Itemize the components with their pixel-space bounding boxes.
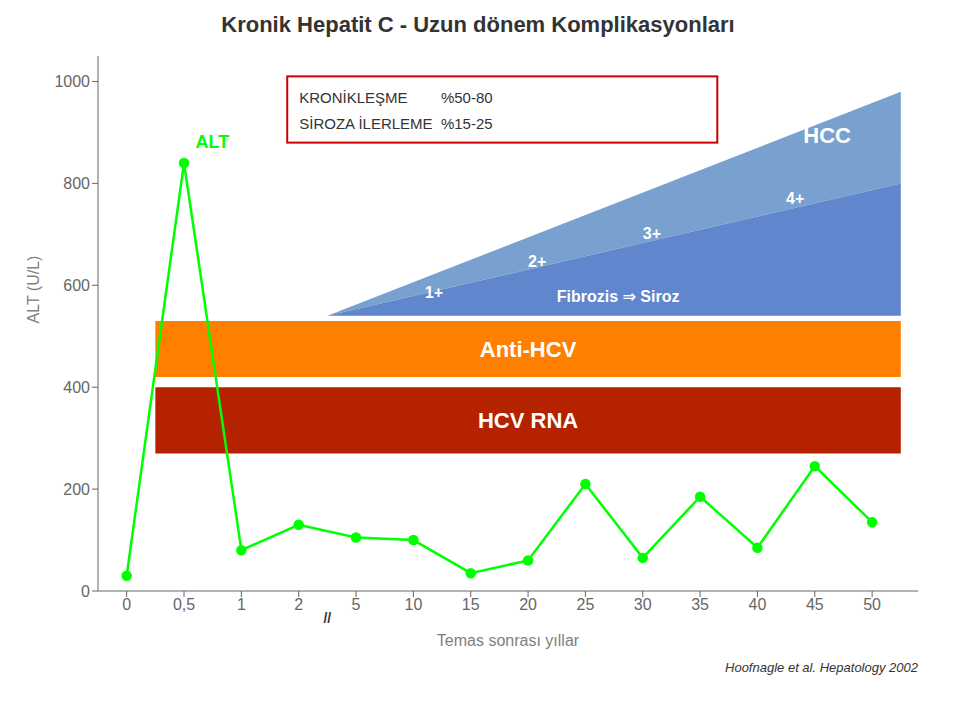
svg-text:2+: 2+	[528, 253, 546, 270]
svg-text:20: 20	[519, 596, 537, 613]
svg-text:35: 35	[691, 596, 709, 613]
svg-text:10: 10	[404, 596, 422, 613]
svg-text:50: 50	[863, 596, 881, 613]
html-text:Hoofnagle et al. Hepatology 20: Hoofnagle et al. Hepatology 2002	[725, 660, 918, 675]
svg-text:Fibrozis ⇒ Siroz: Fibrozis ⇒ Siroz	[557, 288, 680, 305]
svg-text:0: 0	[122, 596, 131, 613]
svg-text:1000: 1000	[54, 73, 90, 90]
svg-text:1: 1	[237, 596, 246, 613]
svg-text:4+: 4+	[786, 190, 804, 207]
svg-text:HCV RNA: HCV RNA	[478, 408, 578, 433]
html-text:Kronik Hepatit C - Uzun dönem: Kronik Hepatit C - Uzun dönem Komplikasy…	[221, 12, 735, 37]
svg-text:3+: 3+	[643, 225, 661, 242]
svg-text:400: 400	[63, 379, 90, 396]
svg-text:Temas sonrası yıllar: Temas sonrası yıllar	[437, 632, 580, 649]
svg-text:ALT: ALT	[195, 132, 229, 152]
svg-text:25: 25	[577, 596, 595, 613]
svg-text:40: 40	[749, 596, 767, 613]
svg-text:0: 0	[81, 583, 90, 600]
svg-text:HCC: HCC	[803, 123, 851, 148]
svg-text:ALT (U/L): ALT (U/L)	[25, 256, 42, 324]
svg-text:KRONİKLEŞME %50-80: KRONİKLEŞME %50-80	[299, 89, 492, 106]
svg-text:800: 800	[63, 175, 90, 192]
svg-text:30: 30	[634, 596, 652, 613]
svg-text:45: 45	[806, 596, 824, 613]
svg-text:SİROZA İLERLEME %15-25: SİROZA İLERLEME %15-25	[299, 115, 492, 132]
svg-text:Anti-HCV: Anti-HCV	[480, 337, 577, 362]
svg-text:0,5: 0,5	[173, 596, 195, 613]
svg-text:1+: 1+	[425, 284, 443, 301]
svg-text:2: 2	[294, 596, 303, 613]
svg-text:5: 5	[352, 596, 361, 613]
svg-text:200: 200	[63, 481, 90, 498]
svg-text:15: 15	[462, 596, 480, 613]
svg-text:600: 600	[63, 277, 90, 294]
svg-text://: //	[323, 610, 331, 626]
